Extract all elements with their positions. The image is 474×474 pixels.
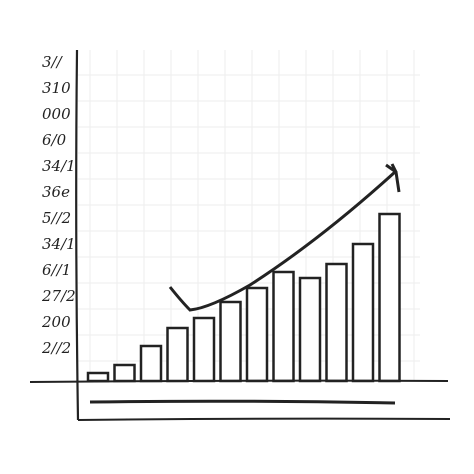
bar	[166, 326, 189, 383]
y-label: 2//2	[41, 339, 71, 357]
bar	[139, 344, 163, 383]
y-label: 310	[42, 79, 71, 97]
bar	[325, 262, 348, 383]
y-label: 3//	[42, 53, 64, 71]
y-label: 36e	[42, 183, 70, 201]
bar	[351, 242, 375, 383]
bar	[298, 276, 322, 383]
bar	[192, 316, 216, 383]
y-label: 34/1	[42, 157, 76, 175]
bars	[86, 212, 401, 383]
y-label: 27/2	[41, 287, 76, 305]
bar	[219, 300, 242, 383]
x-axis	[29, 379, 449, 383]
y-label: 6/0	[42, 131, 67, 149]
y-axis	[75, 49, 80, 421]
bar	[245, 286, 269, 383]
bar	[378, 212, 401, 383]
y-label: 5//2	[42, 209, 71, 227]
underline	[89, 399, 396, 405]
y-label: 200	[41, 313, 71, 331]
arrow-head	[385, 163, 401, 193]
y-labels: 3// 310 000 6/0 34/1 36e 5//2 34/1 6//1 27/2 200 2/…	[41, 53, 76, 357]
frame-line	[77, 417, 451, 421]
trend-arrow	[168, 170, 397, 312]
y-label: 6//1	[42, 261, 71, 279]
bar	[86, 371, 110, 383]
bar	[113, 363, 136, 383]
bar	[272, 270, 295, 383]
y-label: 000	[42, 105, 71, 123]
y-label: 34/1	[42, 235, 76, 253]
